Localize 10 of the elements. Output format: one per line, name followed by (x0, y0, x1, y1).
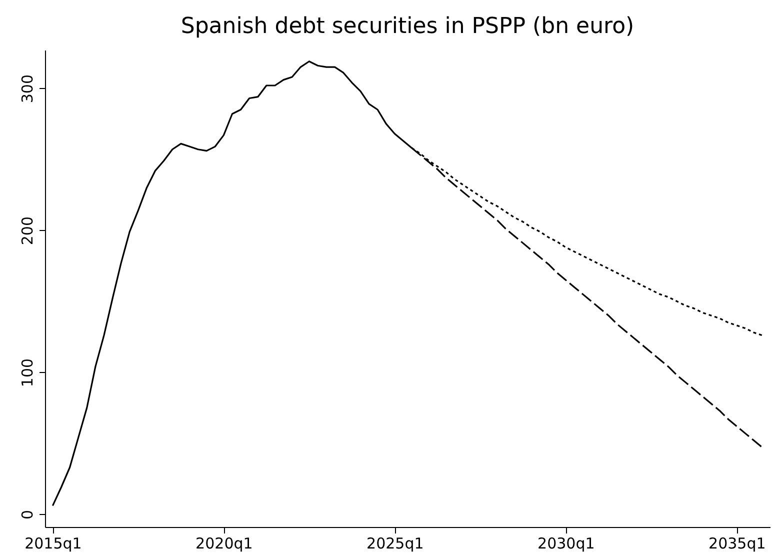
y-tick-label: 100 (18, 358, 36, 388)
y-tick-label: 300 (18, 74, 36, 104)
y-tick-label: 0 (18, 510, 36, 520)
x-tick-label: 2025q1 (366, 534, 424, 552)
x-tick-label: 2035q1 (708, 534, 766, 552)
x-tick-label: 2020q1 (196, 534, 253, 552)
y-tick-label: 200 (18, 216, 36, 246)
x-tick-label: 2030q1 (538, 534, 595, 552)
x-tick-label: 2015q1 (24, 534, 82, 552)
chart-title: Spanish debt securities in PSPP (bn euro) (180, 14, 634, 39)
